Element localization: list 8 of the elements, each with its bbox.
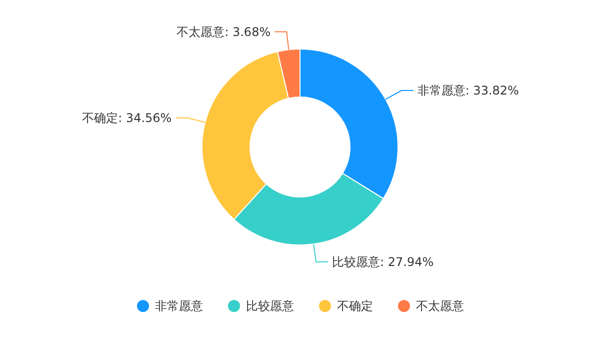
legend-label: 不确定 [337,299,373,313]
label: 非常愿意: 33.82% [417,84,519,98]
label: 不太愿意: 3.68% [176,24,271,39]
legend-label: 比较愿意 [246,299,294,313]
label: 比较愿意: 27.94% [332,254,434,269]
label: 不确定: 34.56% [82,110,172,125]
legend-label: 不太愿意 [416,299,464,313]
legend-label: 非常愿意 [155,299,203,313]
